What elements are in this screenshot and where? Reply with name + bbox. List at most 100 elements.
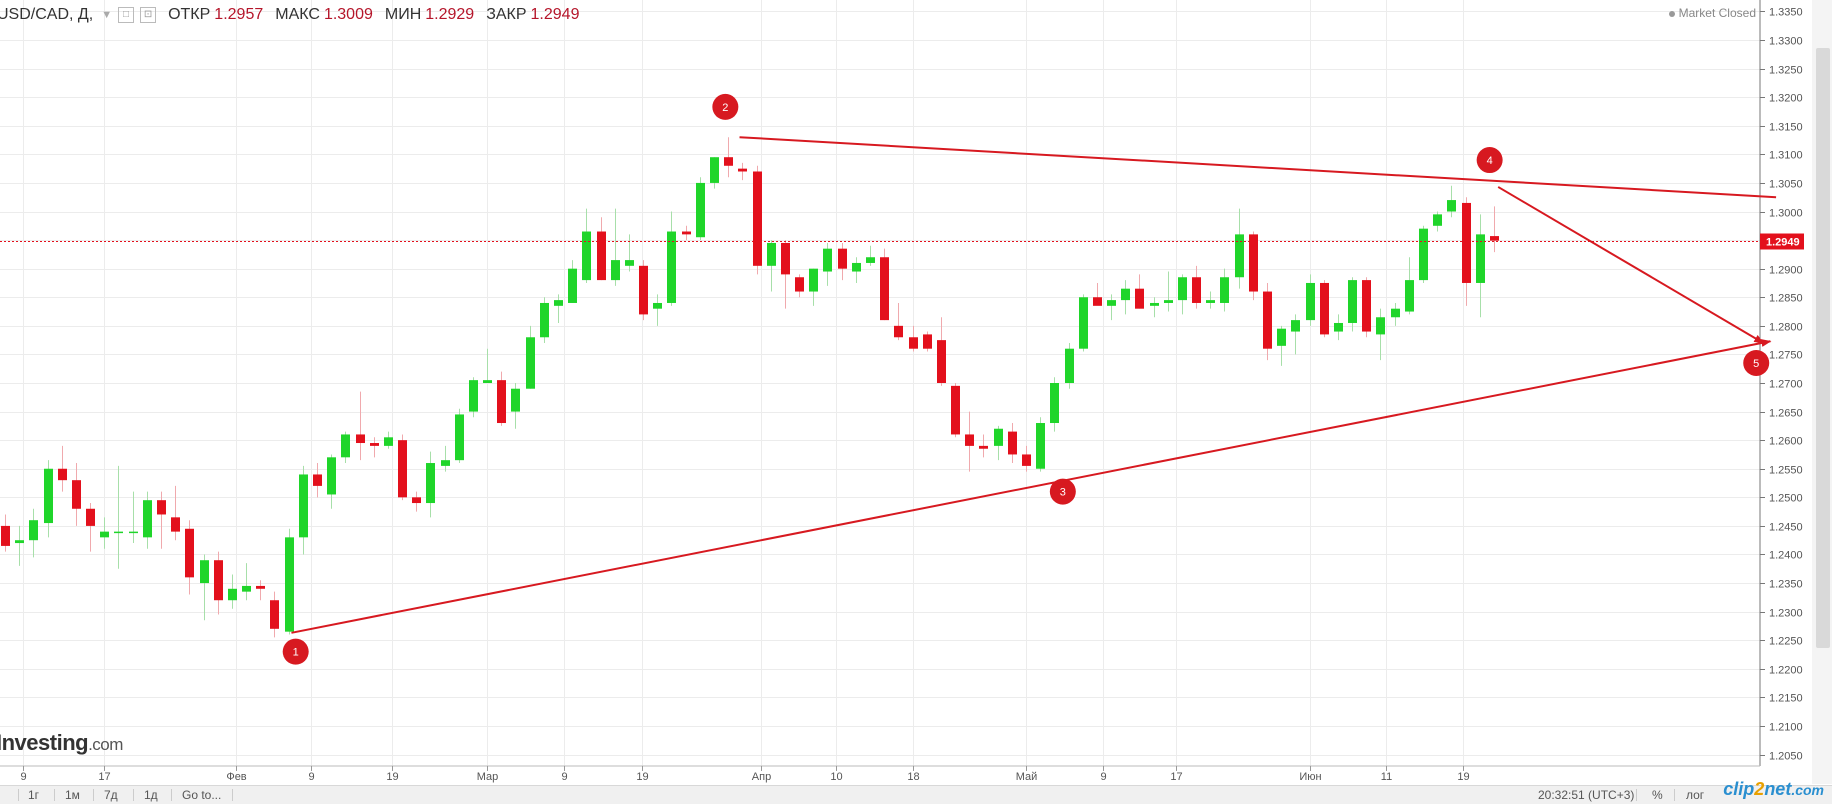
candle (129, 491, 138, 544)
time-tick-label: 9 (561, 771, 567, 783)
candle (1, 514, 10, 552)
candle-body (270, 600, 279, 629)
candle-body (653, 302, 662, 309)
candle-body (838, 248, 847, 269)
candle-body (511, 388, 520, 412)
toggle-box-icon[interactable]: □ (118, 7, 135, 23)
wave-marker-label: 5 (1753, 358, 1759, 370)
candle (58, 445, 67, 492)
candle (398, 434, 407, 501)
candle (412, 491, 421, 512)
market-status-text: Market Closed (1678, 6, 1756, 20)
candle (866, 245, 875, 266)
candle-body (582, 231, 591, 281)
time-tick-label: Июн (1299, 771, 1321, 783)
time-tick-label: 19 (636, 771, 648, 783)
candle (1220, 268, 1229, 312)
symbol-label[interactable]: USD/CAD, Д, (0, 6, 94, 23)
candle-body (200, 560, 209, 584)
candle (923, 331, 932, 352)
candle-body (384, 437, 393, 446)
candle (469, 377, 478, 418)
wave-marker-label: 1 (293, 647, 299, 659)
wave-annotations: 1 2 3 4 5 (282, 93, 1770, 665)
candle (880, 248, 889, 321)
candle (1206, 291, 1215, 309)
close-label: ЗАКР (486, 6, 527, 23)
trendlines-layer (291, 136, 1777, 634)
candle (511, 383, 520, 429)
candle-body (1220, 277, 1229, 303)
timeframe-1y[interactable]: 1г (28, 788, 40, 802)
price-tick-label: 1.2050 (1769, 751, 1803, 763)
candle (795, 274, 804, 298)
candle-body (86, 508, 95, 526)
watermark-part: clip (1723, 779, 1755, 799)
candle-body (1107, 300, 1116, 306)
candle (781, 240, 790, 309)
percent-toggle[interactable]: % (1652, 788, 1663, 802)
candle-body (852, 262, 861, 272)
candle-body (639, 265, 648, 315)
price-tick-label: 1.3100 (1769, 150, 1803, 162)
log-toggle[interactable]: лог (1686, 788, 1705, 802)
candle-body (313, 474, 322, 486)
candle (1065, 342, 1074, 389)
candle-body (1334, 322, 1343, 332)
candle-body (1476, 234, 1485, 283)
candle-body (15, 540, 24, 544)
candle-body (129, 531, 138, 534)
wave-marker-5: 5 (1743, 349, 1770, 376)
candle (937, 317, 946, 386)
timeframe-1d[interactable]: 1д (144, 788, 158, 802)
candle-body (696, 182, 705, 238)
divider (133, 789, 134, 801)
candle (1235, 208, 1244, 289)
watermark-part: net (1764, 779, 1792, 799)
candle (1476, 214, 1485, 318)
price-chart[interactable]: 1.2050 1.2100 1.2150 1.2200 1.2250 1.2300 1.23… (0, 0, 1832, 785)
candle-body (44, 468, 53, 524)
chevron-down-icon[interactable]: ▼ (101, 9, 113, 21)
timeframe-7d[interactable]: 7д (104, 788, 118, 802)
timeframe-1m[interactable]: 1м (65, 788, 80, 802)
candle-body (880, 257, 889, 321)
candle (44, 460, 53, 538)
candle (1462, 197, 1471, 306)
candle-body (738, 168, 747, 172)
chart-header: USD/CAD, Д, ▼ □ ⊡ ОТКР 1.2957 МАКС 1.300… (0, 4, 579, 26)
clip2net-watermark: clip2net.com (1723, 779, 1824, 800)
candle-body (370, 443, 379, 446)
candle (114, 465, 123, 569)
last-price-tag-label: 1.2949 (1766, 237, 1800, 249)
candle-body (1249, 234, 1258, 292)
candle (597, 217, 606, 281)
candle (852, 257, 861, 283)
wave-marker-circle (1476, 147, 1503, 174)
candles-layer (1, 137, 1499, 638)
time-tick-label: 9 (308, 771, 314, 783)
candle-body (185, 528, 194, 578)
wave-marker-label: 4 (1487, 155, 1493, 167)
candle-body (1263, 291, 1272, 349)
goto-button[interactable]: Go to... (182, 788, 222, 802)
scrollbar-thumb[interactable] (1816, 48, 1830, 648)
candle-body (1036, 423, 1045, 469)
price-tick-label: 1.2350 (1769, 579, 1803, 591)
candle-body (1008, 431, 1017, 455)
time-tick-label: 17 (98, 771, 110, 783)
candle-body (809, 268, 818, 292)
candle-body (1376, 317, 1385, 335)
candle-body (1447, 200, 1456, 212)
vertical-scrollbar[interactable] (1812, 0, 1832, 784)
candle-body (753, 171, 762, 266)
candle-body (1192, 277, 1201, 303)
price-tick-label: 1.2800 (1769, 322, 1803, 334)
candle-body (1348, 280, 1357, 323)
logo-domain: .com (88, 735, 123, 754)
candle (200, 554, 209, 621)
wave-marker-circle (282, 638, 309, 665)
settings-box-icon[interactable]: ⊡ (140, 7, 157, 23)
candle (483, 348, 492, 383)
price-tick-label: 1.3300 (1769, 36, 1803, 48)
